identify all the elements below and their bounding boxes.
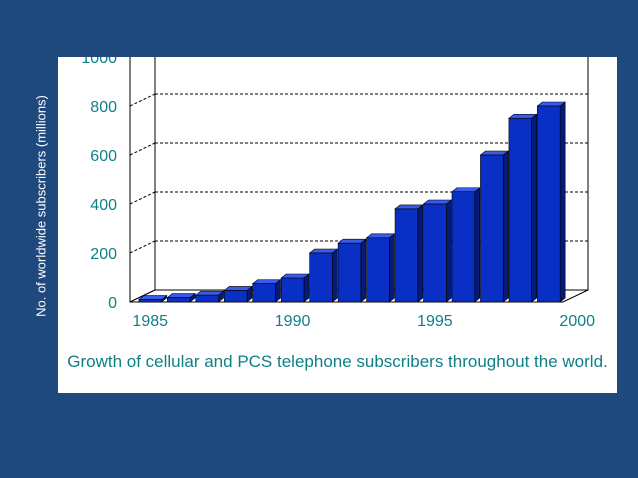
bar-top [394,204,424,210]
x-tick-label: 1990 [275,313,311,330]
bar [537,105,561,303]
bar-top [337,238,367,244]
bar-side [417,204,424,303]
bar-chart: 0 200 400 600 800 1000 1985 1990 1995 2000 [81,57,595,330]
chart-panel: 0 200 400 600 800 1000 1985 1990 1995 2000 Growth… [58,57,617,393]
bar-top [536,101,567,107]
bar [508,117,532,303]
bar-top [166,293,196,298]
bar-top [308,248,339,254]
bar-top [137,295,168,300]
bar-side [531,113,537,303]
bar-side [445,199,452,303]
y-tick-label: 800 [90,99,117,116]
bar [480,154,504,303]
bar-side [559,101,566,303]
bar [252,283,276,303]
y-tick-label: 600 [90,148,117,165]
bar-side [332,248,338,303]
bar-side [474,187,481,303]
chart-caption: Growth of cellular and PCS telephone sub… [67,352,608,371]
bar [337,242,362,303]
bar-side [303,273,310,303]
bar-top [479,150,510,156]
bar-side [360,238,367,303]
bar-top [251,279,282,284]
bar [451,191,476,303]
bar-top [223,286,253,291]
bar [195,294,219,303]
x-tick-label: 1985 [132,313,168,330]
y-tick-label: 400 [90,197,117,214]
bar [366,237,390,303]
y-tick-label: 1000 [81,57,117,67]
bar [309,252,333,303]
bar [167,297,191,303]
bar-top [508,113,538,119]
y-tick-label: 0 [108,295,117,312]
bar-top [194,290,225,296]
bar [280,277,305,303]
x-tick-label: 2000 [559,313,595,330]
bar [423,203,447,303]
bar [223,290,248,303]
bar-side [389,233,395,303]
bar [394,208,419,303]
side-wall [129,57,156,303]
y-tick-label: 200 [90,246,117,263]
bar-top [280,273,310,279]
bar-top [422,199,453,205]
bar [138,299,162,303]
bar-top [365,233,396,239]
y-axis-label: No. of worldwide subscribers (millions) [33,95,49,317]
bar-side [502,150,509,303]
x-tick-label: 1995 [417,313,453,330]
bar-top [451,187,481,193]
